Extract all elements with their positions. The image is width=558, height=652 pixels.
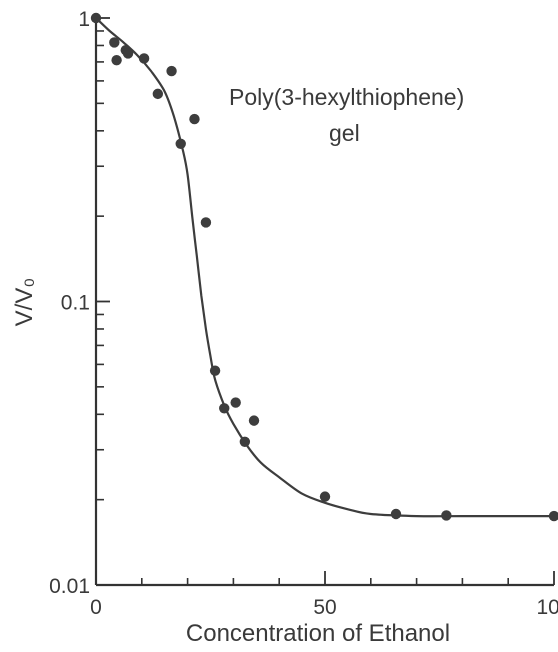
y-axis-title: V/V₀ [11,278,38,327]
data-point [219,403,230,414]
data-point [109,37,120,48]
data-point [152,88,164,100]
data-point [239,436,251,447]
x-tick-label: 50 [313,596,336,619]
annotation-line-1: Poly(3-hexylthiophene) [229,84,464,110]
y-tick-label: 0.01 [49,575,90,598]
annotation-line-2: gel [329,120,360,146]
data-point [319,491,331,502]
data-point [548,510,558,522]
data-point [189,113,200,125]
ticks [95,17,555,586]
data-point [175,138,186,149]
y-tick-label: 1 [78,8,90,31]
x-tick-label: 0 [90,596,102,619]
y-tick-label: 0.1 [61,292,90,315]
data-point [209,365,221,376]
points-layer [90,12,558,522]
x-axis-title: Concentration of Ethanol [186,620,450,647]
data-point [122,48,134,59]
x-tick-label: 100 [536,596,558,619]
data-point [90,12,102,24]
data-point [200,217,212,228]
tick-labels: 0.01 0.1 1 0 50 100 [49,8,558,619]
data-point [138,53,150,64]
data-point [390,508,402,520]
data-point [166,65,177,77]
data-point [230,397,241,408]
data-point [111,54,122,66]
data-point [248,415,260,426]
data-point [441,510,452,521]
